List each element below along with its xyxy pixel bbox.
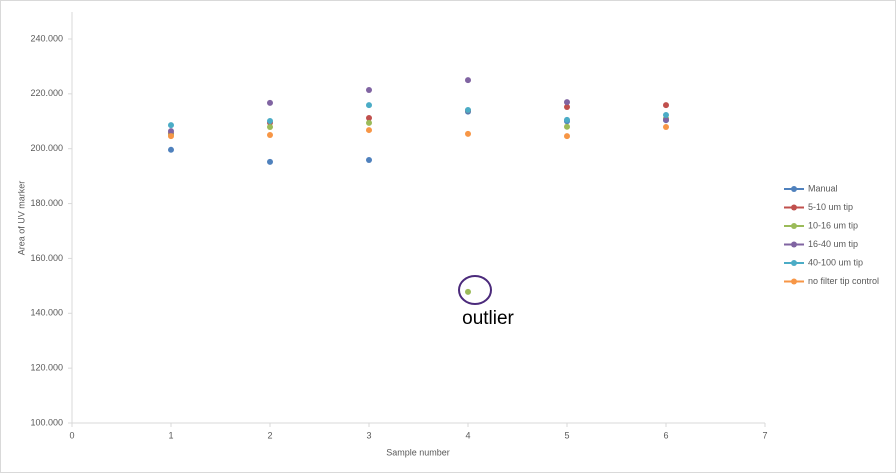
point xyxy=(168,122,174,129)
y-tick-label: 100.000 xyxy=(30,417,63,427)
point xyxy=(267,124,273,131)
point xyxy=(267,158,273,165)
x-axis-label: Sample number xyxy=(386,447,450,457)
point xyxy=(663,102,669,109)
point xyxy=(267,118,273,125)
point xyxy=(663,116,669,123)
point xyxy=(366,114,372,121)
y-tick-label: 180.000 xyxy=(30,198,63,208)
point xyxy=(168,146,174,153)
legend-marker xyxy=(791,260,797,266)
x-tick-label: 6 xyxy=(663,430,668,440)
y-tick-label: 120.000 xyxy=(30,363,63,373)
point xyxy=(663,124,669,131)
y-axis-label: Area of UV marker xyxy=(16,181,26,256)
point xyxy=(663,111,669,118)
legend-marker xyxy=(791,186,797,192)
x-tick-label: 0 xyxy=(69,430,74,440)
x-tick-label: 3 xyxy=(366,430,371,440)
point xyxy=(366,87,372,94)
y-tick-label: 220.000 xyxy=(30,88,63,98)
point xyxy=(366,127,372,134)
point xyxy=(366,119,372,126)
legend-label: Manual xyxy=(808,183,838,193)
point xyxy=(267,132,273,138)
x-tick-label: 5 xyxy=(564,430,569,440)
point xyxy=(564,104,570,111)
legend-marker xyxy=(791,241,797,248)
legend-marker xyxy=(791,278,797,285)
point xyxy=(465,288,471,295)
point xyxy=(465,107,471,114)
point xyxy=(168,133,174,140)
point xyxy=(564,99,570,106)
legend-marker xyxy=(791,223,797,229)
point xyxy=(366,102,372,109)
point xyxy=(564,116,570,123)
point xyxy=(564,123,570,130)
legend-label: no filter tip control xyxy=(808,276,879,286)
legend-label: 10-16 um tip xyxy=(808,220,858,230)
outlier-circle xyxy=(458,275,492,305)
x-tick-label: 4 xyxy=(465,430,470,440)
y-tick-label: 140.000 xyxy=(30,308,63,318)
y-tick-label: 240.000 xyxy=(30,33,63,43)
y-tick-label: 200.000 xyxy=(30,143,63,153)
legend-marker xyxy=(791,204,797,211)
x-tick-label: 1 xyxy=(168,430,173,440)
annotation: outlier xyxy=(462,308,514,329)
point xyxy=(267,99,273,106)
point xyxy=(366,156,372,163)
x-tick-label: 7 xyxy=(762,430,767,440)
y-tick-label: 160.000 xyxy=(30,253,63,263)
legend-label: 40-100 um tip xyxy=(808,257,863,267)
point xyxy=(564,133,570,140)
point xyxy=(465,130,471,137)
legend-label: 5-10 um tip xyxy=(808,202,853,212)
point xyxy=(465,77,471,84)
point xyxy=(168,128,174,135)
x-tick-label: 2 xyxy=(267,430,272,440)
legend-label: 16-40 um tip xyxy=(808,239,858,249)
